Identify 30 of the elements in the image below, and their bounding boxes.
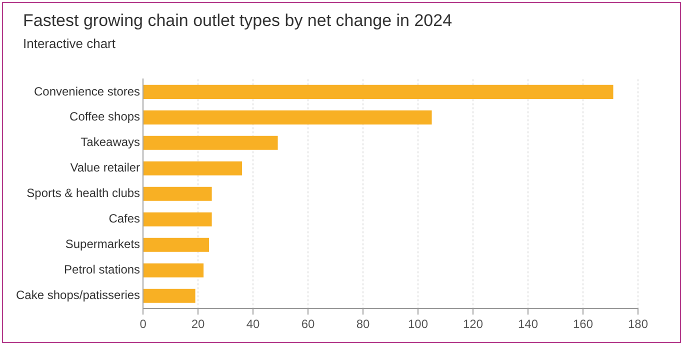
bar bbox=[144, 263, 204, 278]
bar bbox=[144, 212, 212, 226]
chart-subtitle: Interactive chart bbox=[23, 36, 116, 51]
x-tick-label: 20 bbox=[191, 317, 206, 332]
x-tick-label: 140 bbox=[518, 317, 538, 332]
bar bbox=[144, 136, 278, 150]
bar bbox=[144, 288, 196, 303]
bar bbox=[144, 238, 210, 252]
chart-title: Fastest growing chain outlet types by net change in 2024 bbox=[23, 11, 452, 31]
y-tick-label: Value retailer bbox=[70, 160, 140, 175]
x-tick-label: 120 bbox=[463, 317, 484, 332]
y-tick-label: Takeaways bbox=[80, 135, 140, 150]
bar bbox=[144, 161, 242, 176]
y-tick-label: Convenience stores bbox=[34, 84, 140, 98]
x-tick-label: 100 bbox=[408, 317, 428, 332]
x-tick-label: 180 bbox=[628, 317, 648, 332]
bar bbox=[144, 84, 614, 99]
y-tick-label: Petrol stations bbox=[64, 262, 140, 277]
y-tick-label: Cafes bbox=[108, 212, 140, 226]
y-tick-label: Cake shops/patisseries bbox=[16, 288, 140, 302]
x-tick-label: 80 bbox=[356, 317, 370, 332]
y-tick-label: Coffee shops bbox=[70, 110, 140, 124]
y-tick-label: Sports & health clubs bbox=[26, 186, 140, 200]
bar bbox=[144, 110, 432, 124]
x-tick-label: 60 bbox=[301, 317, 316, 332]
bar bbox=[144, 186, 212, 201]
x-tick-label: 160 bbox=[572, 317, 594, 332]
x-tick-label: 40 bbox=[246, 317, 260, 332]
y-tick-label: Supermarkets bbox=[65, 237, 140, 252]
x-tick-label: 0 bbox=[140, 317, 147, 332]
